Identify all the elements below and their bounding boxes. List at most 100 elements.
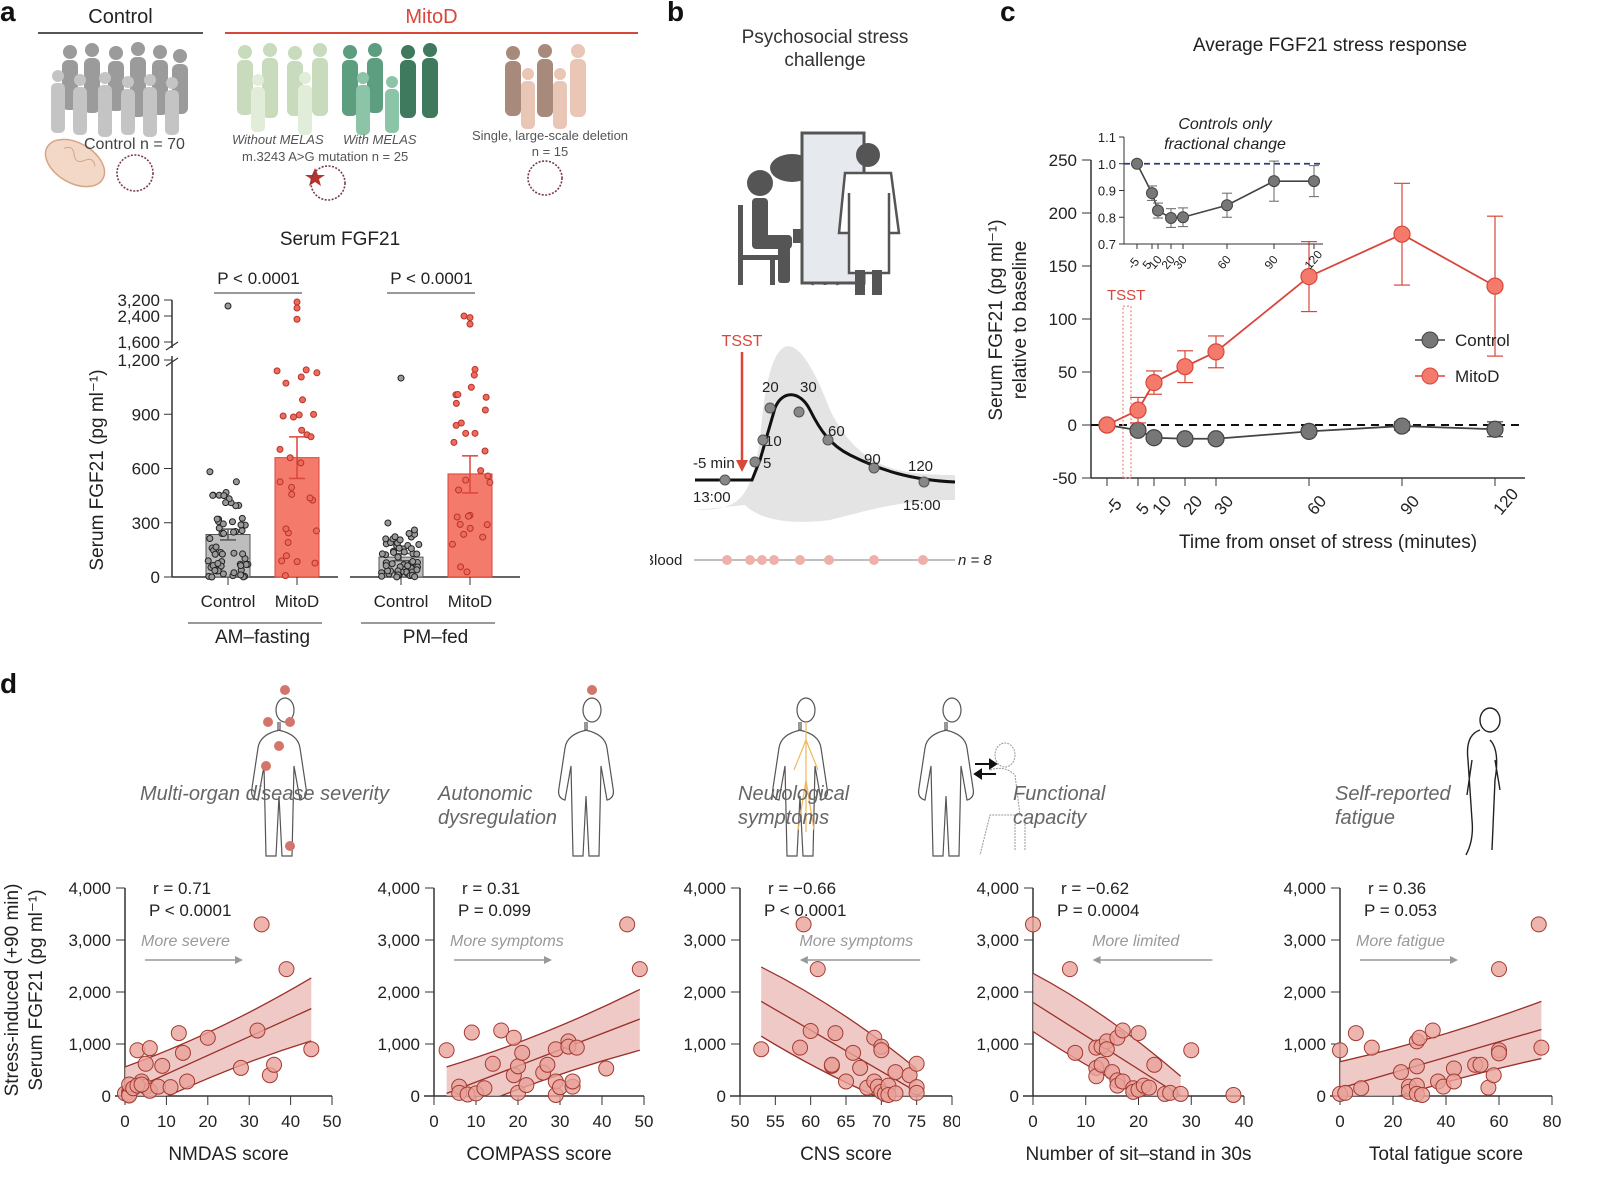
data-point <box>239 550 247 558</box>
data-point <box>493 1022 510 1039</box>
y-tick-label: -50 <box>1052 469 1077 488</box>
data-point <box>311 559 319 567</box>
data-point <box>564 1073 581 1090</box>
data-point <box>619 916 636 933</box>
x-tick-label: 80 <box>1543 1112 1562 1131</box>
y-tick-label: 4,000 <box>68 879 111 898</box>
group-header-control: Control <box>88 6 153 28</box>
data-point <box>282 552 290 560</box>
inset-data-point <box>1308 175 1320 188</box>
data-point <box>1491 961 1507 978</box>
data-point <box>394 553 402 561</box>
legend-marker <box>1421 367 1439 385</box>
data-point <box>220 529 228 537</box>
data-point <box>206 468 214 476</box>
seated-person-icon <box>738 170 792 285</box>
blood-sample-dot <box>757 555 767 565</box>
data-point <box>462 476 470 484</box>
data-point <box>460 530 468 538</box>
data-point <box>795 916 812 933</box>
data-point <box>282 379 290 387</box>
data-point <box>483 521 491 529</box>
data-point <box>209 491 217 499</box>
data-point <box>463 1024 480 1041</box>
data-point <box>827 1025 844 1042</box>
y-tick-label: 0 <box>411 1087 420 1106</box>
data-point <box>1411 1029 1428 1046</box>
organ-symptom-icons <box>261 685 295 851</box>
data-point <box>908 1084 925 1101</box>
direction-arrowhead <box>1092 956 1101 964</box>
data-point <box>390 548 398 556</box>
tsst-label: TSST <box>722 333 763 350</box>
data-point <box>462 429 470 437</box>
x-tick-label: 30 <box>1211 492 1238 519</box>
data-point <box>887 1085 904 1102</box>
data-point <box>454 391 462 399</box>
data-point <box>230 549 238 557</box>
data-point <box>405 530 413 538</box>
data-point <box>170 1025 187 1042</box>
timepoint-label: 60 <box>828 423 845 440</box>
outlier-point <box>397 374 405 382</box>
data-point <box>452 421 460 429</box>
y-tick-label: 1,600 <box>117 333 160 352</box>
data-point <box>284 538 292 546</box>
data-point <box>1183 1042 1200 1059</box>
data-point <box>1141 1079 1158 1096</box>
direction-label: More limited <box>1092 933 1180 950</box>
data-point-mitod <box>1207 343 1225 361</box>
y-tick-label: 2,000 <box>1283 983 1326 1002</box>
data-point <box>232 478 240 486</box>
data-point <box>1337 1084 1354 1101</box>
y-tick-label: 0 <box>1010 1087 1019 1106</box>
data-point <box>214 559 222 567</box>
y-tick-label: 3,000 <box>1283 931 1326 950</box>
y-tick-label: 3,200 <box>117 291 160 310</box>
y-tick-label: 0 <box>102 1087 111 1106</box>
data-point <box>297 459 305 467</box>
data-point <box>395 544 403 552</box>
data-point <box>1408 1058 1425 1075</box>
data-point <box>162 1079 179 1096</box>
x-tick-label: 0 <box>1335 1112 1344 1131</box>
data-point <box>391 533 399 541</box>
data-point <box>382 535 390 543</box>
blood-sample-dot <box>795 555 805 565</box>
data-point-mitod <box>1145 374 1163 392</box>
x-tick-label: 60 <box>1304 492 1331 519</box>
tsst-window <box>1122 305 1132 479</box>
seated-person-outline-icon <box>979 742 1026 856</box>
data-point <box>215 524 223 532</box>
panel-b-title-line1: Psychosocial stress <box>741 27 909 48</box>
data-point <box>484 472 492 480</box>
y-tick-label: 2,000 <box>68 983 111 1002</box>
x-tick-label: 10 <box>1149 492 1176 519</box>
data-point <box>415 540 423 548</box>
y-tick-label: 3,000 <box>377 931 420 950</box>
data-point <box>230 528 238 536</box>
x-axis-label: Time from onset of stress (minutes) <box>1179 532 1477 553</box>
y-tick-label: 1,000 <box>1283 1035 1326 1054</box>
data-point <box>295 411 303 419</box>
legend-label: Control <box>1455 331 1510 350</box>
x-tick-label: -5 <box>1102 495 1126 519</box>
ci-upper-line <box>760 966 918 1070</box>
y-tick-label: 0 <box>717 1087 726 1106</box>
inset-title-line1: Controls only <box>1178 116 1272 133</box>
x-tick-label: 90 <box>1397 492 1424 519</box>
data-point-control <box>1129 421 1147 439</box>
timepoint-label: 5 <box>763 455 771 472</box>
data-point <box>276 478 284 486</box>
x-tick-label: 30 <box>1182 1112 1201 1131</box>
ylabel-line1: Stress-induced (+90 min) <box>2 884 23 1097</box>
data-point <box>220 492 228 500</box>
inset-x-tick-label: 120 <box>1302 247 1326 272</box>
panel-letter-d: d <box>0 668 18 699</box>
x-tick-label: 20 <box>1129 1112 1148 1131</box>
data-point <box>1146 1056 1163 1073</box>
y-tick-label: 150 <box>1049 257 1077 276</box>
data-point <box>802 1023 819 1039</box>
data-point <box>219 570 227 578</box>
data-point <box>266 1056 283 1073</box>
